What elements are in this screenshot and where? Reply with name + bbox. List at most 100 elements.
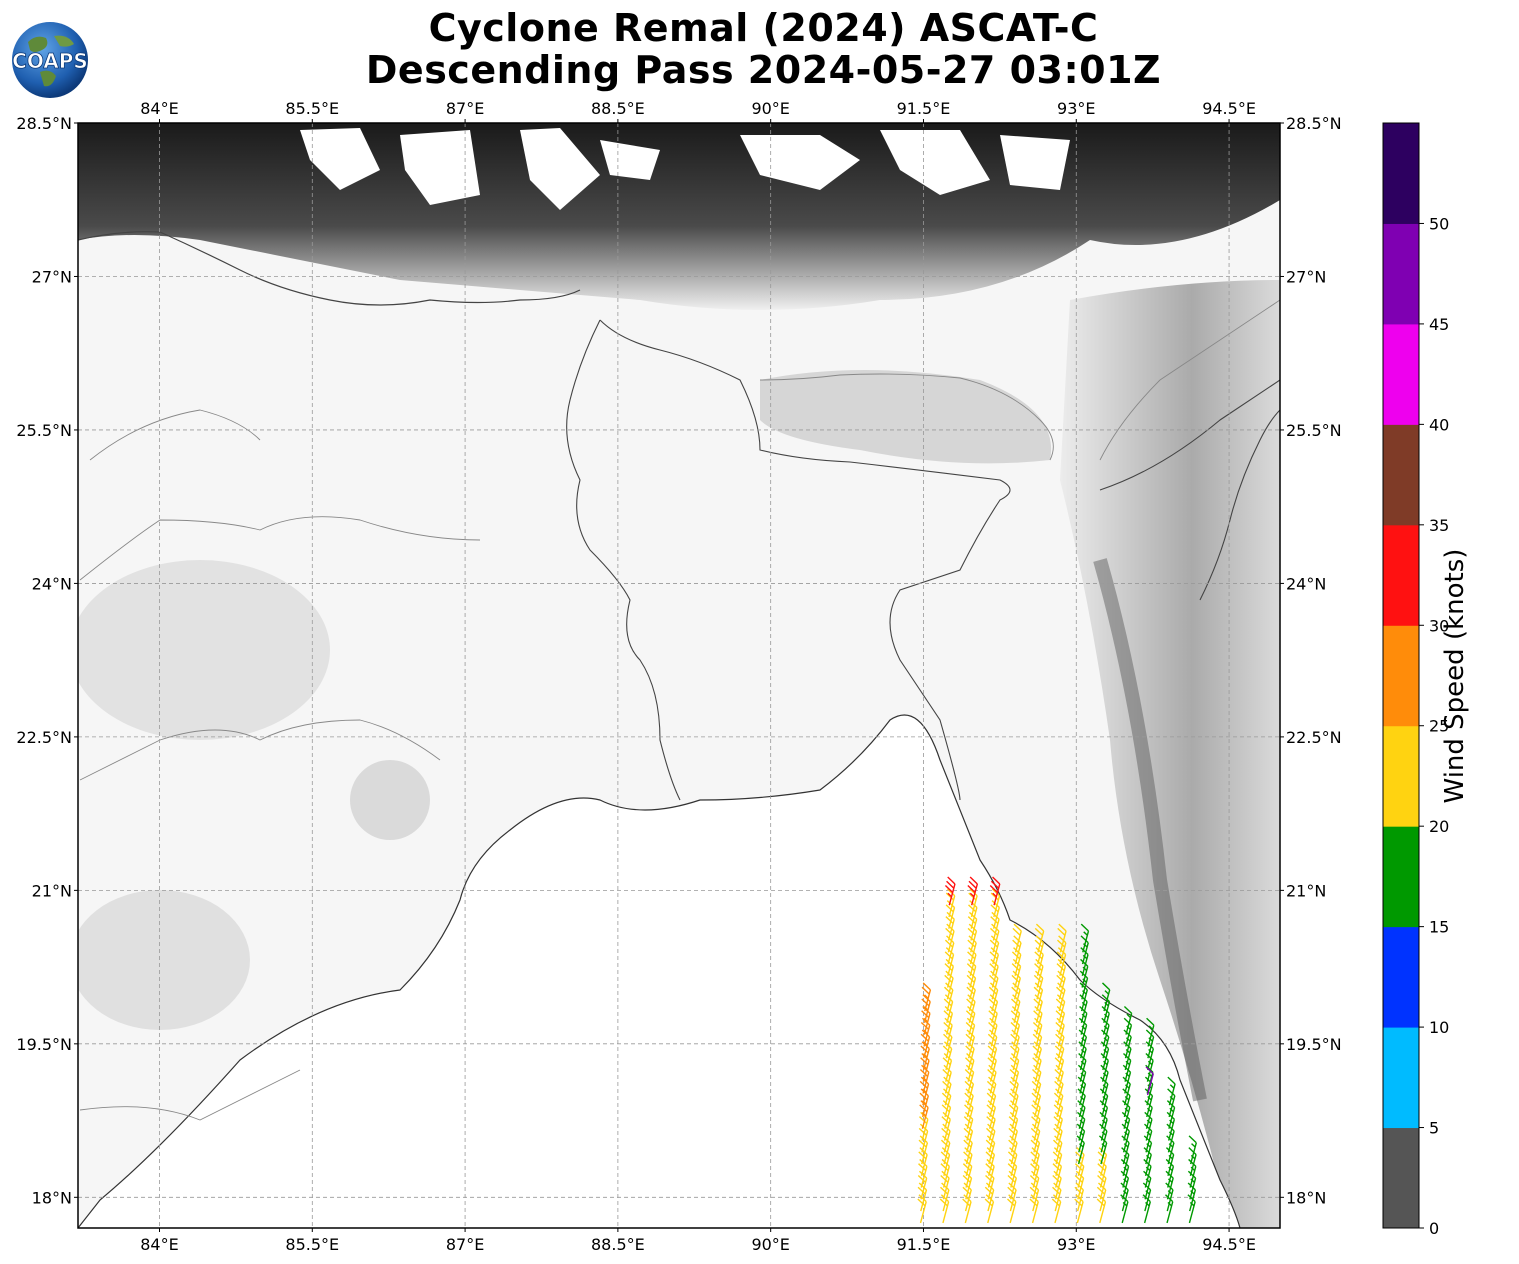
wind-barb: [985, 1158, 995, 1188]
wind-barb: [989, 876, 1001, 906]
wind-barb: [987, 1064, 997, 1094]
wind-barb: [1101, 982, 1111, 1012]
wind-barb: [917, 1182, 928, 1212]
lat-tick-label: 18°N: [1286, 1188, 1326, 1207]
wind-barb: [1030, 1123, 1041, 1153]
wind-barb: [985, 1123, 996, 1153]
lat-tick-label: 18°N: [32, 1188, 72, 1207]
wind-barb: [1011, 982, 1021, 1012]
wind-barb: [987, 1029, 998, 1059]
wind-barb: [990, 888, 1001, 918]
wind-barb: [1145, 1066, 1154, 1096]
lat-tick-label: 25.5°N: [1286, 421, 1342, 440]
wind-barb: [1054, 1076, 1064, 1106]
wind-barb: [918, 1135, 929, 1165]
wind-barb: [986, 1111, 996, 1141]
wind-barb: [962, 1182, 972, 1212]
colorbar-tick-label: 40: [1429, 415, 1449, 434]
logo-text: COAPS: [12, 49, 88, 73]
wind-barb: [942, 1053, 953, 1082]
wind-barb: [1007, 1182, 1017, 1212]
lon-tick-label: 84°E: [140, 99, 178, 118]
colorbar-tick-label: 30: [1429, 616, 1449, 635]
lon-ticks-bottom: 84°E 85.5°E 87°E 88.5°E 90°E 91.5°E 93°E 94.5°E: [140, 1228, 1256, 1254]
colorbar-tick-label: 35: [1429, 516, 1449, 535]
wind-barb: [1008, 1123, 1018, 1153]
wind-barb: [985, 1135, 996, 1165]
wind-barb: [917, 1170, 928, 1200]
colorbar-segment: [1383, 123, 1419, 224]
wind-barb: [1052, 1182, 1062, 1212]
wind-barb: [963, 1123, 974, 1153]
colorbar-tick-label: 25: [1429, 717, 1449, 736]
wind-barb: [945, 911, 955, 941]
lon-tick-label: 85.5°E: [285, 1235, 339, 1254]
wind-barb: [940, 1170, 950, 1200]
wind-barb: [964, 1064, 975, 1094]
wind-barb: [1010, 1041, 1020, 1071]
wind-barb: [944, 935, 955, 965]
wind-barb: [1034, 947, 1044, 976]
wind-barb: [1074, 1194, 1084, 1224]
wind-barb: [1080, 923, 1090, 953]
lon-tick-label: 93°E: [1057, 99, 1095, 118]
wind-barb: [918, 1158, 928, 1188]
wind-barb: [965, 1017, 976, 1047]
wind-barb: [1056, 970, 1066, 1000]
colorbar-segment: [1383, 1127, 1419, 1229]
lat-tick-label: 28.5°N: [16, 114, 72, 133]
wind-barb: [1034, 958, 1044, 988]
wind-barb: [962, 1194, 972, 1224]
wind-barb: [1033, 1005, 1043, 1035]
lon-tick-label: 91.5°E: [897, 1235, 951, 1254]
wind-barb: [941, 1088, 952, 1118]
wind-barb: [965, 1005, 976, 1035]
wind-barb: [944, 970, 954, 1000]
wind-barb: [940, 1147, 951, 1177]
wind-barb: [1167, 1076, 1176, 1106]
wind-barb: [1075, 1147, 1085, 1177]
wind-barb: [941, 1100, 952, 1129]
wind-barb: [989, 923, 1000, 953]
lon-tick-label: 87°E: [446, 99, 484, 118]
lat-tick-label: 19.5°N: [16, 1035, 72, 1054]
lat-ticks-right: 28.5°N 27°N 25.5°N 24°N 22.5°N 21°N 19.5°N 18°N: [1280, 114, 1342, 1207]
wind-barb: [1031, 1100, 1041, 1129]
colorbar-tick-label: 5: [1429, 1119, 1439, 1138]
wind-barb: [945, 923, 955, 953]
wind-barb: [964, 1053, 975, 1082]
wind-barb: [988, 994, 999, 1024]
wind-barb: [964, 1076, 975, 1106]
lat-tick-label: 27°N: [32, 267, 72, 286]
wind-barb: [943, 1005, 954, 1035]
wind-barb: [1009, 1088, 1019, 1118]
wind-barb: [989, 958, 999, 988]
wind-barb: [917, 1194, 927, 1224]
wind-barb: [968, 900, 978, 929]
wind-barb: [963, 1147, 973, 1177]
wind-barb: [966, 982, 976, 1012]
wind-barb: [986, 1076, 997, 1106]
wind-barb: [1030, 1135, 1041, 1165]
wind-barb: [942, 1064, 952, 1094]
wind-barb: [919, 1076, 930, 1106]
wind-barb: [1056, 935, 1067, 965]
colorbar-segment: [1383, 1027, 1419, 1129]
wind-barb: [1123, 1005, 1133, 1035]
wind-barb: [918, 1147, 928, 1177]
wind-barb: [1052, 1147, 1063, 1177]
wind-barb: [1056, 958, 1067, 988]
lon-tick-label: 90°E: [751, 99, 789, 118]
lon-tick-label: 85.5°E: [285, 99, 339, 118]
wind-barb: [1097, 1158, 1107, 1188]
wind-barb: [1034, 923, 1045, 953]
map-frame: [77, 122, 1281, 1229]
colorbar-tick-label: 0: [1429, 1219, 1439, 1238]
wind-barb: [985, 1147, 996, 1177]
wind-barb: [1097, 1170, 1107, 1200]
lon-tick-label: 94.5°E: [1202, 1235, 1256, 1254]
wind-barb: [1034, 935, 1045, 965]
wind-barb: [988, 1017, 998, 1047]
wind-barb: [918, 1123, 929, 1153]
wind-barb: [967, 911, 978, 941]
